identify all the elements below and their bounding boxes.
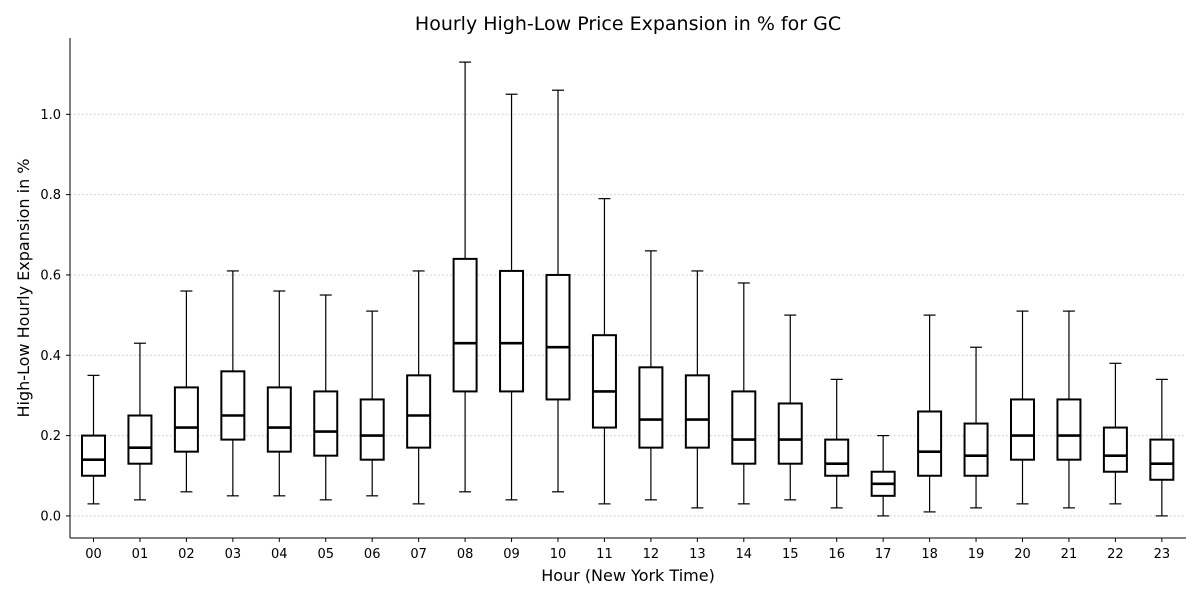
- iqr-box: [824, 438, 850, 477]
- x-tick-label: 06: [364, 547, 381, 562]
- x-tick-label: 15: [782, 547, 799, 562]
- x-tick-label: 05: [317, 547, 334, 562]
- box-hour-13: [684, 270, 710, 509]
- iqr-box: [545, 273, 571, 401]
- box-hour-01: [127, 342, 153, 501]
- chart-title: Hourly High-Low Price Expansion in % for…: [415, 13, 841, 35]
- x-tick-label: 20: [1014, 547, 1031, 562]
- y-tick-label: 0.0: [40, 509, 61, 524]
- box-hour-02: [173, 290, 199, 493]
- iqr-box: [591, 334, 617, 429]
- iqr-box: [499, 269, 525, 393]
- iqr-box: [359, 398, 385, 461]
- box-hour-09: [499, 93, 525, 501]
- axes: [69, 38, 1186, 539]
- box-hour-05: [313, 294, 339, 501]
- box-hour-07: [406, 270, 432, 505]
- iqr-box: [638, 366, 664, 449]
- x-tick-label: 03: [225, 547, 242, 562]
- x-tick-label: 14: [736, 547, 753, 562]
- x-tick-label: 11: [596, 547, 613, 562]
- box-hour-22: [1102, 362, 1128, 505]
- box-hour-11: [591, 198, 617, 505]
- iqr-box: [220, 370, 246, 441]
- x-tick-label: 13: [689, 547, 706, 562]
- box-hour-18: [917, 314, 943, 513]
- x-tick-label: 17: [875, 547, 892, 562]
- box-series: [81, 61, 1175, 517]
- iqr-box: [963, 422, 989, 477]
- box-hour-06: [359, 310, 385, 497]
- x-ticks: 00 01 02 03 04 05 06 07 08 09 10 11 12 13 14 15 16 17 18 19…: [85, 538, 1170, 562]
- iqr-box: [81, 434, 106, 477]
- box-hour-00: [81, 374, 106, 505]
- x-tick-label: 02: [178, 547, 195, 562]
- y-axis-label: High-Low Hourly Expansion in %: [14, 158, 33, 417]
- x-tick-label: 18: [921, 547, 938, 562]
- x-tick-label: 21: [1061, 547, 1078, 562]
- box-hour-17: [870, 434, 896, 517]
- x-tick-label: 12: [643, 547, 660, 562]
- iqr-box: [266, 386, 292, 453]
- box-hour-12: [638, 250, 664, 501]
- x-tick-label: 07: [410, 547, 427, 562]
- box-hour-04: [266, 290, 292, 497]
- iqr-box: [1010, 398, 1035, 461]
- iqr-box: [406, 374, 432, 449]
- box-hour-16: [824, 378, 850, 509]
- y-tick-label: 0.4: [40, 349, 61, 364]
- iqr-box: [777, 402, 803, 465]
- x-tick-label: 16: [828, 547, 845, 562]
- x-tick-label: 00: [85, 547, 102, 562]
- iqr-box: [1102, 426, 1128, 473]
- y-tick-label: 0.2: [40, 429, 61, 444]
- x-axis-label: Hour (New York Time): [541, 566, 715, 585]
- y-tick-label: 1.0: [40, 108, 61, 123]
- y-ticks: 0.0 0.2 0.4 0.6 0.8 1.0: [40, 108, 70, 524]
- box-hour-23: [1149, 378, 1175, 517]
- x-tick-label: 01: [132, 547, 149, 562]
- box-hour-15: [777, 314, 803, 501]
- iqr-box: [684, 374, 710, 449]
- x-tick-label: 19: [968, 547, 985, 562]
- box-hour-21: [1056, 310, 1082, 509]
- iqr-box: [1056, 398, 1082, 461]
- box-hour-14: [731, 282, 757, 505]
- iqr-box: [917, 410, 943, 477]
- x-tick-label: 08: [457, 547, 474, 562]
- box-hour-03: [220, 270, 246, 497]
- iqr-box: [731, 390, 757, 465]
- x-tick-label: 09: [503, 547, 520, 562]
- y-tick-label: 0.8: [40, 188, 61, 203]
- iqr-box: [173, 386, 199, 453]
- iqr-box: [1149, 438, 1175, 481]
- box-hour-20: [1010, 310, 1035, 505]
- iqr-box: [452, 257, 478, 393]
- x-tick-label: 04: [271, 547, 288, 562]
- x-tick-label: 10: [550, 547, 567, 562]
- x-tick-label: 23: [1154, 547, 1171, 562]
- box-hour-10: [545, 89, 571, 493]
- iqr-box: [313, 390, 339, 457]
- box-hour-08: [452, 61, 478, 493]
- x-tick-label: 22: [1107, 547, 1124, 562]
- y-tick-label: 0.6: [40, 268, 61, 283]
- box-hour-19: [963, 346, 989, 509]
- iqr-box: [127, 414, 153, 465]
